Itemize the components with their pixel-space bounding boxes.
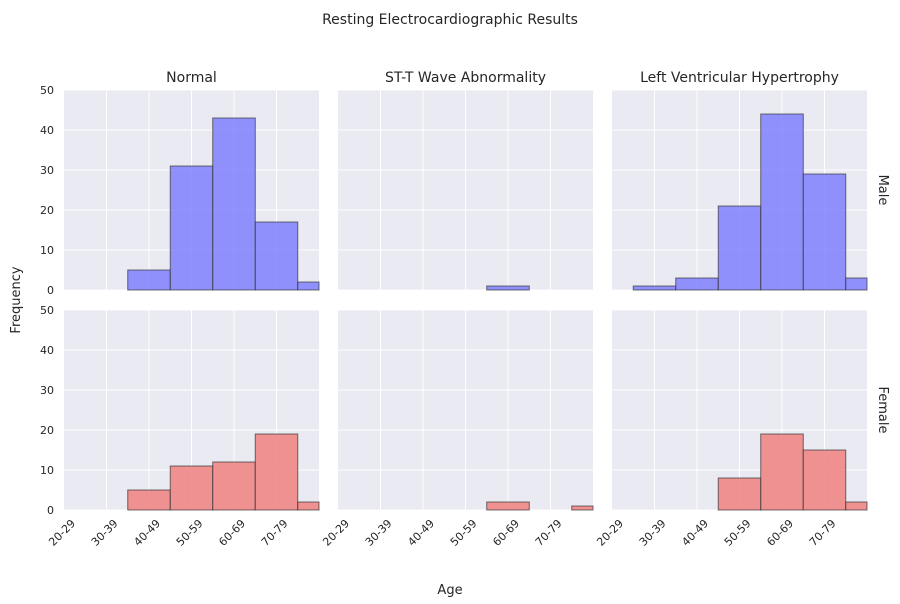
x-tick-label: 40-49 — [405, 517, 437, 549]
y-tick-label: 20 — [40, 424, 54, 437]
y-axis-label: Frequency — [9, 266, 24, 333]
bar-40-49 — [169, 465, 214, 511]
bar-30-39 — [127, 269, 171, 291]
x-tick-label: 30-39 — [637, 517, 669, 549]
bar-60-69 — [254, 221, 299, 291]
y-tick-label: 10 — [40, 464, 54, 477]
row-label: Male — [875, 175, 890, 206]
y-tick-label: 0 — [47, 284, 54, 297]
bar-20-29 — [632, 285, 677, 291]
y-tick-label: 50 — [40, 304, 54, 317]
y-tick-label: 30 — [40, 164, 54, 177]
y-tick-label: 0 — [47, 504, 54, 517]
bar-60-69 — [254, 433, 299, 511]
x-tick-label: 50-59 — [448, 517, 480, 549]
row-label: Female — [875, 386, 890, 433]
y-tick-label: 10 — [40, 244, 54, 257]
x-tick-label: 50-59 — [722, 517, 754, 549]
x-tick-label: 60-69 — [490, 517, 522, 549]
bar-40-49 — [717, 205, 762, 291]
bar-50-59 — [760, 113, 804, 291]
x-axis-label: Age — [437, 583, 462, 598]
column-title: Left Ventricular Hypertrophy — [640, 70, 839, 86]
y-tick-label: 40 — [40, 124, 54, 137]
bar-60-69 — [802, 449, 847, 511]
bar-30-39 — [127, 489, 171, 511]
x-tick-label: 20-29 — [46, 517, 78, 549]
panels-group: 0 10 20 30 40 50 Normal ST-T Wave Abnormality Le… — [40, 70, 890, 549]
x-tick-label: 70-79 — [533, 517, 565, 549]
bar-70-79 — [845, 277, 868, 291]
bar-50-59 — [212, 117, 256, 291]
chart-title: Resting Electrocardiographic Results — [322, 12, 578, 28]
x-tick-label: 70-79 — [807, 517, 839, 549]
bar-40-49 — [169, 165, 214, 291]
y-tick-label: 40 — [40, 344, 54, 357]
bar-50-59 — [212, 461, 256, 511]
panel-male-2: Left Ventricular Hypertrophy Male — [612, 70, 890, 291]
y-tick-label: 50 — [40, 84, 54, 97]
panel-female-1: 20-29 30-39 40-49 50-59 60-69 70-79 — [320, 309, 594, 549]
panel-female-0: 0 10 20 30 40 50 20-29 30-39 40-49 50-59 60-69 70-7… — [40, 304, 320, 549]
x-tick-label: 20-29 — [594, 517, 626, 549]
bar-70-79 — [297, 281, 320, 291]
x-tick-label: 50-59 — [174, 517, 206, 549]
bar-50-59 — [486, 501, 530, 511]
x-tick-label: 40-49 — [679, 517, 711, 549]
x-tick-label: 70-79 — [259, 517, 291, 549]
bar-60-69 — [802, 173, 847, 291]
x-tick-label: 20-29 — [320, 517, 352, 549]
panel-male-1: ST-T Wave Abnormality — [338, 70, 593, 291]
x-tick-label: 60-69 — [764, 517, 796, 549]
bar-70-79 — [571, 505, 594, 511]
bar-70-79 — [297, 501, 320, 511]
x-tick-label: 30-39 — [89, 517, 121, 549]
bar-40-49 — [717, 477, 762, 511]
column-title: ST-T Wave Abnormality — [385, 70, 546, 86]
bar-30-39 — [675, 277, 719, 291]
panel-female-2: Female 20-29 30-39 40-49 50-59 60-69 70-79 — [594, 309, 890, 549]
x-tick-label: 60-69 — [216, 517, 248, 549]
panel-male-0: 0 10 20 30 40 50 Normal — [40, 70, 320, 297]
y-tick-label: 20 — [40, 204, 54, 217]
x-tick-label: 40-49 — [131, 517, 163, 549]
x-tick-label: 30-39 — [363, 517, 395, 549]
bar-50-59 — [486, 285, 530, 291]
bar-50-59 — [760, 433, 804, 511]
column-title: Normal — [166, 70, 217, 86]
y-tick-label: 30 — [40, 384, 54, 397]
bar-70-79 — [845, 501, 868, 511]
